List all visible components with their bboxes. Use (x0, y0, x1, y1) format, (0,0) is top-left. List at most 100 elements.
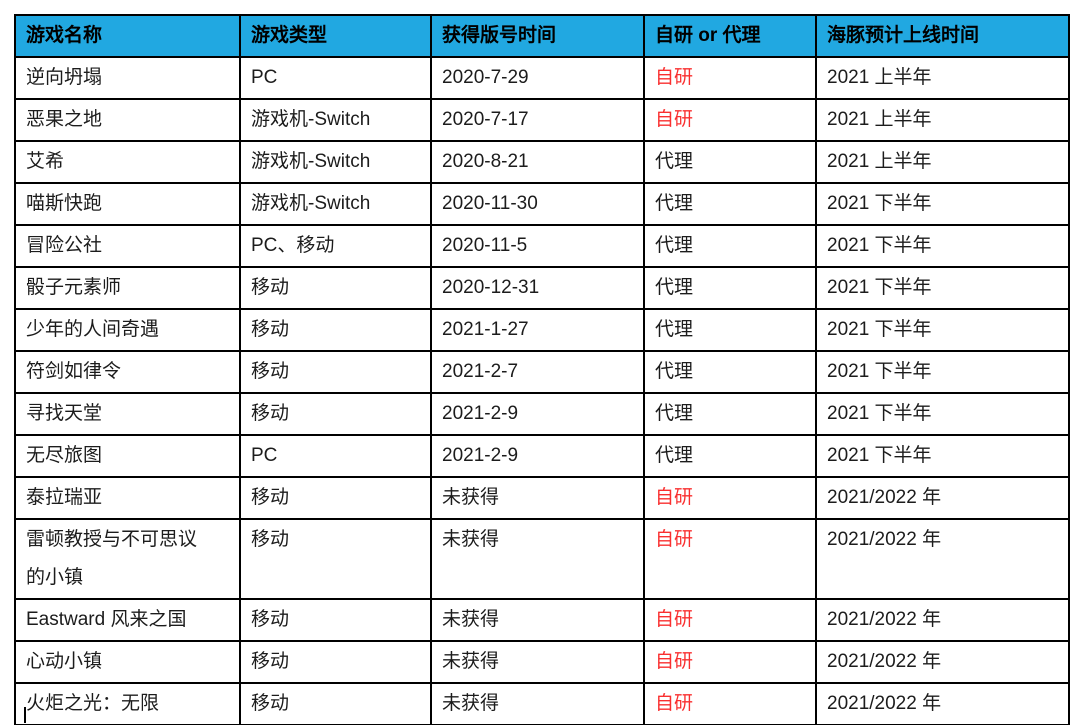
column-header-0: 游戏名称 (14, 14, 241, 58)
cell-r3-c2: 2020-11-30 (430, 182, 645, 226)
cell-r6-c4: 2021 下半年 (815, 308, 1070, 352)
cell-r0-c2: 2020-7-29 (430, 56, 645, 100)
cell-r1-c4: 2021 上半年 (815, 98, 1070, 142)
text-caret (24, 707, 26, 723)
table-row: 火炬之光：无限 移动 未获得 自研 2021/2022 年 (14, 682, 1070, 725)
games-license-table: 游戏名称 游戏类型 获得版号时间 自研 or 代理 海豚预计上线时间 逆向坍塌 PC 202… (14, 14, 1070, 725)
cell-r11-c0: 雷顿教授与不可思议的小镇 (14, 518, 241, 600)
cell-r7-c3: 代理 (643, 350, 817, 394)
cell-r12-c0: Eastward 风来之国 (14, 598, 241, 642)
cell-r8-c4: 2021 下半年 (815, 392, 1070, 436)
cell-r0-c1: PC (239, 56, 432, 100)
table-row: 泰拉瑞亚 移动 未获得 自研 2021/2022 年 (14, 476, 1070, 520)
cell-r7-c4: 2021 下半年 (815, 350, 1070, 394)
cell-r4-c3: 代理 (643, 224, 817, 268)
cell-r14-c1: 移动 (239, 682, 432, 725)
table-row: 寻找天堂 移动 2021-2-9 代理 2021 下半年 (14, 392, 1070, 436)
cell-r7-c0: 符剑如律令 (14, 350, 241, 394)
cell-r6-c1: 移动 (239, 308, 432, 352)
cell-r14-c2: 未获得 (430, 682, 645, 725)
cell-r7-c1: 移动 (239, 350, 432, 394)
cell-r1-c0: 恶果之地 (14, 98, 241, 142)
table-row: 恶果之地 游戏机-Switch 2020-7-17 自研 2021 上半年 (14, 98, 1070, 142)
cell-r7-c2: 2021-2-7 (430, 350, 645, 394)
cell-r13-c2: 未获得 (430, 640, 645, 684)
cell-r11-c4: 2021/2022 年 (815, 518, 1070, 600)
cell-r9-c0: 无尽旅图 (14, 434, 241, 478)
cell-r5-c1: 移动 (239, 266, 432, 310)
column-header-3: 自研 or 代理 (643, 14, 817, 58)
cell-r6-c3: 代理 (643, 308, 817, 352)
table-row: 少年的人间奇遇 移动 2021-1-27 代理 2021 下半年 (14, 308, 1070, 352)
cell-r9-c2: 2021-2-9 (430, 434, 645, 478)
cell-r5-c3: 代理 (643, 266, 817, 310)
cell-r4-c4: 2021 下半年 (815, 224, 1070, 268)
cell-r6-c2: 2021-1-27 (430, 308, 645, 352)
cell-r9-c4: 2021 下半年 (815, 434, 1070, 478)
cell-r5-c0: 骰子元素师 (14, 266, 241, 310)
cell-r2-c0: 艾希 (14, 140, 241, 184)
cell-r11-c3: 自研 (643, 518, 817, 600)
header-row: 游戏名称 游戏类型 获得版号时间 自研 or 代理 海豚预计上线时间 (14, 14, 1070, 58)
column-header-4: 海豚预计上线时间 (815, 14, 1070, 58)
cell-r14-c3: 自研 (643, 682, 817, 725)
cell-r3-c3: 代理 (643, 182, 817, 226)
cell-r11-c1: 移动 (239, 518, 432, 600)
cell-r13-c4: 2021/2022 年 (815, 640, 1070, 684)
games-license-table-wrap: 游戏名称 游戏类型 获得版号时间 自研 or 代理 海豚预计上线时间 逆向坍塌 PC 202… (14, 14, 1070, 725)
table-row: Eastward 风来之国 移动 未获得 自研 2021/2022 年 (14, 598, 1070, 642)
cell-r0-c3: 自研 (643, 56, 817, 100)
cell-r9-c1: PC (239, 434, 432, 478)
cell-r3-c4: 2021 下半年 (815, 182, 1070, 226)
cell-r6-c0: 少年的人间奇遇 (14, 308, 241, 352)
cell-r2-c1: 游戏机-Switch (239, 140, 432, 184)
table-row: 喵斯快跑 游戏机-Switch 2020-11-30 代理 2021 下半年 (14, 182, 1070, 226)
table-row: 无尽旅图 PC 2021-2-9 代理 2021 下半年 (14, 434, 1070, 478)
cell-r5-c4: 2021 下半年 (815, 266, 1070, 310)
cell-r1-c3: 自研 (643, 98, 817, 142)
cell-r13-c0: 心动小镇 (14, 640, 241, 684)
cell-r12-c3: 自研 (643, 598, 817, 642)
cell-r2-c4: 2021 上半年 (815, 140, 1070, 184)
table-row: 逆向坍塌 PC 2020-7-29 自研 2021 上半年 (14, 56, 1070, 100)
cell-r0-c4: 2021 上半年 (815, 56, 1070, 100)
table-row: 雷顿教授与不可思议的小镇 移动 未获得 自研 2021/2022 年 (14, 518, 1070, 600)
cell-r14-c0: 火炬之光：无限 (14, 682, 241, 725)
cell-r4-c2: 2020-11-5 (430, 224, 645, 268)
cell-r10-c2: 未获得 (430, 476, 645, 520)
cell-r3-c0: 喵斯快跑 (14, 182, 241, 226)
cell-r3-c1: 游戏机-Switch (239, 182, 432, 226)
cell-r1-c2: 2020-7-17 (430, 98, 645, 142)
cell-r8-c0: 寻找天堂 (14, 392, 241, 436)
column-header-2: 获得版号时间 (430, 14, 645, 58)
cell-r13-c1: 移动 (239, 640, 432, 684)
table-row: 艾希 游戏机-Switch 2020-8-21 代理 2021 上半年 (14, 140, 1070, 184)
cell-r13-c3: 自研 (643, 640, 817, 684)
cell-r4-c0: 冒险公社 (14, 224, 241, 268)
cell-r9-c3: 代理 (643, 434, 817, 478)
cell-r0-c0: 逆向坍塌 (14, 56, 241, 100)
cell-r14-c4: 2021/2022 年 (815, 682, 1070, 725)
table-row: 冒险公社 PC、移动 2020-11-5 代理 2021 下半年 (14, 224, 1070, 268)
cell-r12-c1: 移动 (239, 598, 432, 642)
table-row: 骰子元素师 移动 2020-12-31 代理 2021 下半年 (14, 266, 1070, 310)
cell-r8-c2: 2021-2-9 (430, 392, 645, 436)
cell-r4-c1: PC、移动 (239, 224, 432, 268)
cell-r2-c2: 2020-8-21 (430, 140, 645, 184)
cell-r10-c4: 2021/2022 年 (815, 476, 1070, 520)
cell-r12-c2: 未获得 (430, 598, 645, 642)
cell-r1-c1: 游戏机-Switch (239, 98, 432, 142)
cell-r10-c1: 移动 (239, 476, 432, 520)
cell-r10-c0: 泰拉瑞亚 (14, 476, 241, 520)
cell-r12-c4: 2021/2022 年 (815, 598, 1070, 642)
table-row: 符剑如律令 移动 2021-2-7 代理 2021 下半年 (14, 350, 1070, 394)
table-row: 心动小镇 移动 未获得 自研 2021/2022 年 (14, 640, 1070, 684)
cell-r2-c3: 代理 (643, 140, 817, 184)
cell-r10-c3: 自研 (643, 476, 817, 520)
cell-r8-c3: 代理 (643, 392, 817, 436)
cell-r8-c1: 移动 (239, 392, 432, 436)
cell-r11-c2: 未获得 (430, 518, 645, 600)
column-header-1: 游戏类型 (239, 14, 432, 58)
cell-r5-c2: 2020-12-31 (430, 266, 645, 310)
